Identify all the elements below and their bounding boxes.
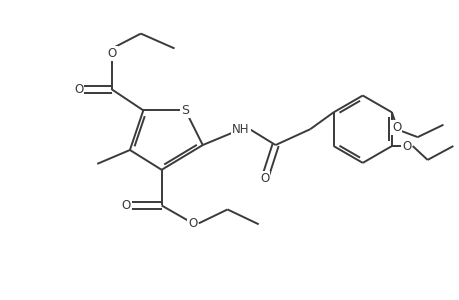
Text: O: O <box>259 172 269 185</box>
Text: O: O <box>107 47 117 60</box>
Text: O: O <box>74 83 84 96</box>
Text: S: S <box>181 104 189 117</box>
Text: O: O <box>121 199 130 212</box>
Text: O: O <box>188 217 197 230</box>
Text: O: O <box>401 140 410 152</box>
Text: NH: NH <box>232 123 249 136</box>
Text: O: O <box>392 121 401 134</box>
